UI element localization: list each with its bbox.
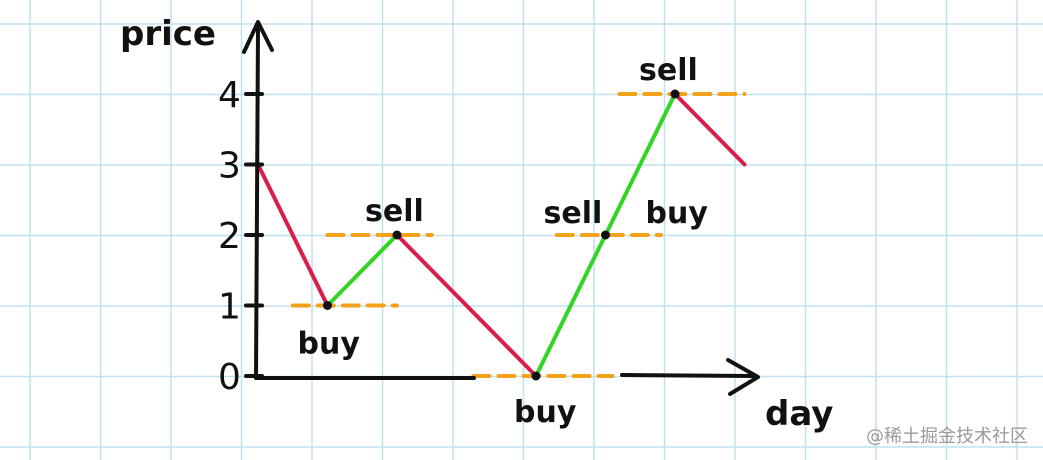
trade-point-1 [323, 301, 332, 310]
y-axis-arrow [242, 20, 274, 54]
trade-label-sell-2: sell [365, 194, 424, 229]
trade-point-6 [670, 89, 680, 99]
y-tick-label-1: 1 [218, 287, 241, 328]
trade-label-sell-6: sell [639, 53, 698, 88]
segment-up-4 [534, 233, 608, 378]
y-tick-label-3: 3 [218, 146, 241, 187]
trade-point-4 [601, 230, 610, 240]
axes [242, 20, 760, 396]
segment-down-1 [256, 162, 330, 308]
y-axis-line [254, 26, 260, 380]
x-axis-line [254, 373, 754, 380]
trade-point-3 [531, 371, 541, 381]
y-tick-label-0: 0 [218, 357, 241, 398]
x-axis-arrow [726, 358, 760, 396]
trade-label-buy-5: buy [646, 196, 709, 231]
trade-label-sell-4: sell [544, 196, 603, 231]
y-axis-label: price [120, 14, 216, 54]
price-series [256, 92, 747, 378]
watermark: @稀土掘金技术社区 [866, 426, 1028, 447]
y-tick-label-2: 2 [218, 216, 241, 257]
trade-point-2 [392, 230, 402, 240]
y-tick-label-4: 4 [218, 75, 241, 116]
trade-label-buy-3: buy [514, 395, 577, 430]
x-axis-label: day [765, 394, 833, 434]
trade-labels: buy sell buy sell buy sell [298, 53, 709, 430]
segment-up-2 [325, 233, 399, 308]
segment-up-5 [603, 92, 677, 237]
trade-points [323, 89, 680, 381]
segment-down-6 [673, 92, 747, 167]
segment-down-3 [395, 233, 538, 378]
y-ticks: 0 1 2 3 4 [218, 75, 264, 398]
trade-label-buy-1: buy [298, 327, 361, 362]
